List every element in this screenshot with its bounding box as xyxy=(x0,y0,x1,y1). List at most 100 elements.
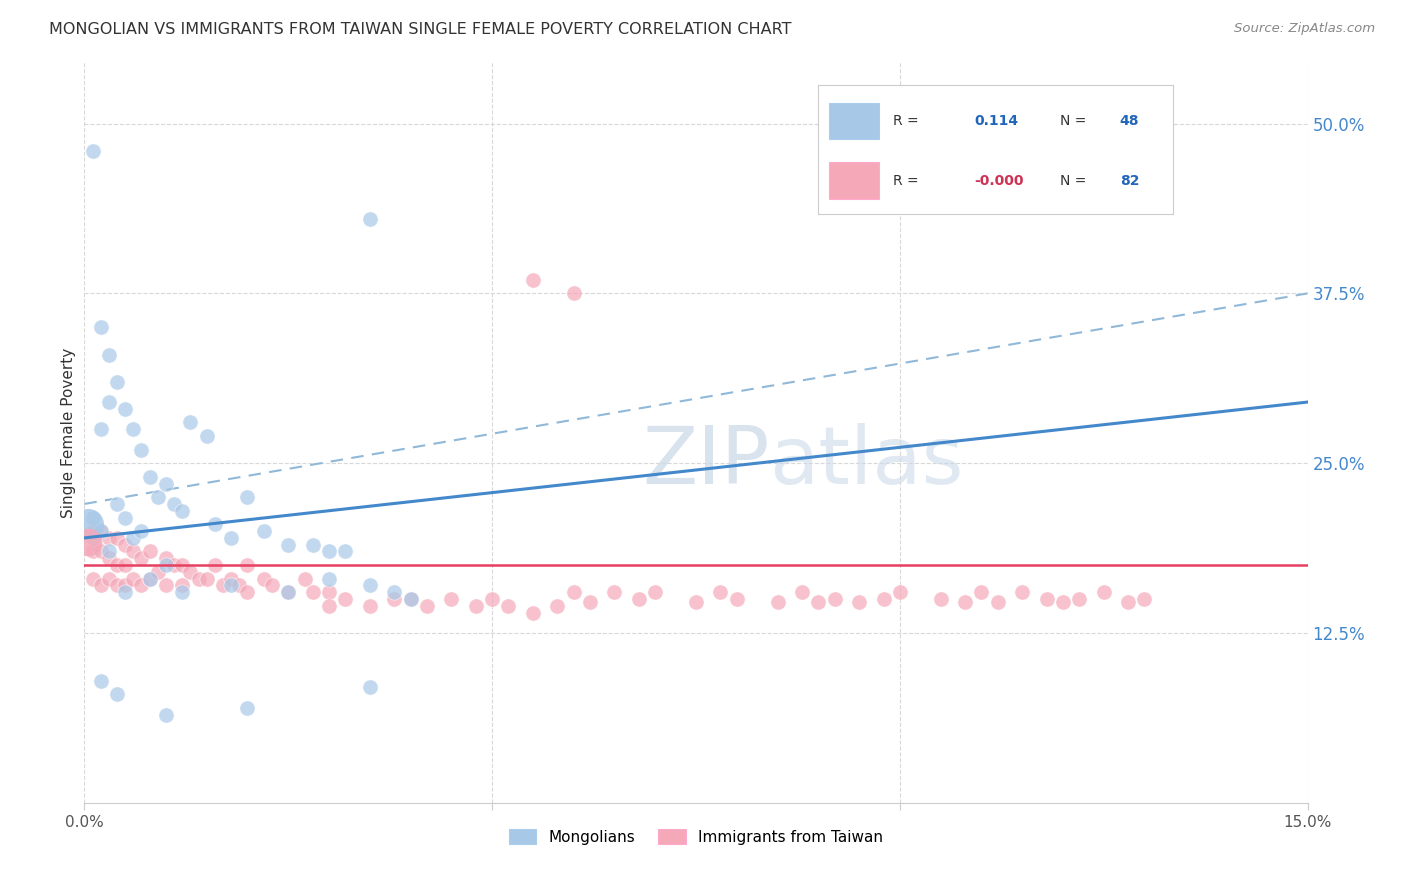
Point xyxy=(277,538,299,552)
Point xyxy=(359,211,381,226)
Point xyxy=(228,578,250,592)
Point xyxy=(122,531,145,545)
Point xyxy=(105,375,128,389)
Point xyxy=(155,578,177,592)
Legend: Mongolians, Immigrants from Taiwan: Mongolians, Immigrants from Taiwan xyxy=(503,822,889,851)
Point xyxy=(77,535,100,549)
Point xyxy=(195,572,218,586)
Point xyxy=(644,585,666,599)
Point xyxy=(627,592,650,607)
Point xyxy=(155,551,177,566)
Point xyxy=(105,578,128,592)
Point xyxy=(1133,592,1156,607)
Point xyxy=(603,585,626,599)
Point xyxy=(382,585,405,599)
Point xyxy=(155,707,177,722)
Point xyxy=(807,595,830,609)
Point xyxy=(318,572,340,586)
Point xyxy=(301,538,323,552)
Point xyxy=(90,673,112,688)
Point xyxy=(90,578,112,592)
Point xyxy=(987,595,1010,609)
Point xyxy=(146,490,169,504)
Point xyxy=(82,144,104,158)
Point xyxy=(399,592,422,607)
Point xyxy=(219,578,242,592)
Point xyxy=(725,592,748,607)
Point xyxy=(97,531,120,545)
Point xyxy=(82,510,104,524)
Point xyxy=(685,595,707,609)
Point xyxy=(236,585,259,599)
Point xyxy=(114,510,136,524)
Point xyxy=(155,558,177,572)
Point xyxy=(848,595,870,609)
Point xyxy=(790,585,813,599)
Point xyxy=(105,497,128,511)
Text: Source: ZipAtlas.com: Source: ZipAtlas.com xyxy=(1234,22,1375,36)
Point xyxy=(179,565,201,579)
Point xyxy=(219,531,242,545)
Point xyxy=(97,347,120,361)
Point xyxy=(382,592,405,607)
Point xyxy=(97,395,120,409)
Point xyxy=(138,572,160,586)
Point xyxy=(1035,592,1057,607)
Point xyxy=(138,544,160,558)
Point xyxy=(1069,592,1091,607)
Point xyxy=(105,558,128,572)
Point xyxy=(253,524,276,538)
Point xyxy=(546,599,568,613)
Point xyxy=(131,442,153,457)
Point xyxy=(212,578,235,592)
Point xyxy=(90,544,112,558)
Point xyxy=(97,544,120,558)
Point xyxy=(90,524,112,538)
Point xyxy=(187,572,209,586)
Point xyxy=(1092,585,1115,599)
Point xyxy=(318,544,340,558)
Point xyxy=(359,578,381,592)
Point xyxy=(335,592,357,607)
Point xyxy=(131,524,153,538)
Point xyxy=(219,572,242,586)
Point xyxy=(172,504,194,518)
Point xyxy=(318,599,340,613)
Point xyxy=(131,578,153,592)
Point xyxy=(253,572,276,586)
Point xyxy=(155,476,177,491)
Text: MONGOLIAN VS IMMIGRANTS FROM TAIWAN SINGLE FEMALE POVERTY CORRELATION CHART: MONGOLIAN VS IMMIGRANTS FROM TAIWAN SING… xyxy=(49,22,792,37)
Point xyxy=(236,558,259,572)
Point xyxy=(163,558,186,572)
Point xyxy=(90,320,112,334)
Point xyxy=(97,551,120,566)
Point xyxy=(522,273,544,287)
Point xyxy=(146,565,169,579)
Point xyxy=(82,524,104,538)
Point xyxy=(481,592,503,607)
Point xyxy=(236,490,259,504)
Point xyxy=(929,592,952,607)
Point xyxy=(889,585,911,599)
Point xyxy=(97,572,120,586)
Point xyxy=(277,585,299,599)
Point xyxy=(464,599,486,613)
Point xyxy=(172,558,194,572)
Point xyxy=(399,592,422,607)
Point xyxy=(172,578,194,592)
Point xyxy=(277,585,299,599)
Point xyxy=(562,585,585,599)
Point xyxy=(105,687,128,701)
Point xyxy=(114,401,136,416)
Point xyxy=(824,592,846,607)
Y-axis label: Single Female Poverty: Single Female Poverty xyxy=(60,348,76,517)
Point xyxy=(172,585,194,599)
Point xyxy=(236,700,259,714)
Point xyxy=(179,416,201,430)
Point xyxy=(872,592,894,607)
Point xyxy=(114,538,136,552)
Point xyxy=(766,595,789,609)
Point xyxy=(440,592,463,607)
Point xyxy=(335,544,357,558)
Point xyxy=(1116,595,1139,609)
